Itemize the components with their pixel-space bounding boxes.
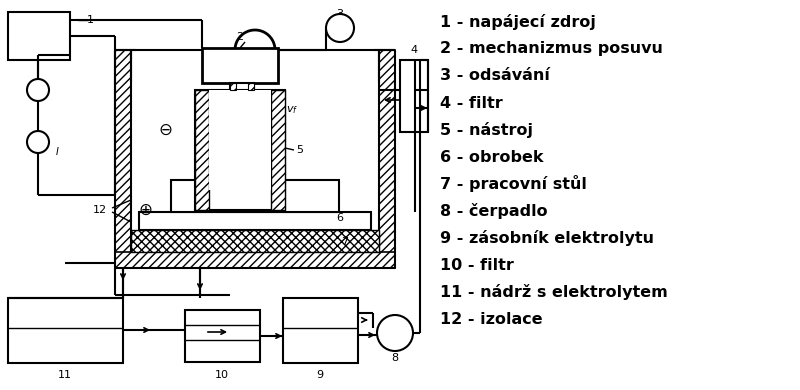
Circle shape <box>27 79 49 101</box>
Circle shape <box>326 14 354 42</box>
Text: 5 - nástroj: 5 - nástroj <box>440 122 533 138</box>
Bar <box>195 90 285 210</box>
Text: 12: 12 <box>93 205 107 215</box>
Circle shape <box>377 315 413 351</box>
Bar <box>271 90 285 210</box>
Bar <box>379 50 395 268</box>
Text: 3: 3 <box>337 9 343 19</box>
Text: U: U <box>34 85 42 95</box>
Bar <box>248 83 254 90</box>
Bar <box>400 60 428 132</box>
Text: 6 - obrobek: 6 - obrobek <box>440 149 543 165</box>
Text: 9: 9 <box>317 370 323 380</box>
Bar <box>115 252 395 268</box>
Text: 1: 1 <box>86 15 94 25</box>
Bar <box>139 212 371 230</box>
Text: 2: 2 <box>237 32 243 42</box>
Text: 12 - izolace: 12 - izolace <box>440 312 542 326</box>
Text: 8: 8 <box>391 353 398 363</box>
Text: ⊖: ⊖ <box>158 121 172 139</box>
Text: 2 - mechanizmus posuvu: 2 - mechanizmus posuvu <box>440 41 663 57</box>
Text: I: I <box>56 147 59 157</box>
Text: 8 - čerpadlo: 8 - čerpadlo <box>440 203 548 219</box>
Bar <box>230 83 254 90</box>
Text: 1 - napájecí zdroj: 1 - napájecí zdroj <box>440 14 596 30</box>
Text: 4: 4 <box>410 45 418 55</box>
Bar <box>8 298 123 363</box>
Bar <box>8 12 70 60</box>
Text: 7: 7 <box>342 237 349 247</box>
Text: 3 - odsávání: 3 - odsávání <box>440 69 550 83</box>
Bar <box>115 50 131 268</box>
Bar <box>131 230 379 252</box>
Text: 9 - zásobník elektrolytu: 9 - zásobník elektrolytu <box>440 230 654 246</box>
Text: 11 - nádrž s elektrolytem: 11 - nádrž s elektrolytem <box>440 284 668 300</box>
Text: $v_f$: $v_f$ <box>286 104 298 116</box>
Text: 11: 11 <box>58 370 72 380</box>
Bar <box>202 48 278 83</box>
Text: ⊕: ⊕ <box>138 201 152 219</box>
Text: I: I <box>37 137 39 147</box>
Text: 10: 10 <box>215 370 229 380</box>
Bar <box>185 310 260 362</box>
Text: 6: 6 <box>337 213 343 223</box>
Bar <box>171 180 339 212</box>
Bar <box>209 90 271 190</box>
Bar <box>283 298 358 363</box>
Text: 10 - filtr: 10 - filtr <box>440 257 514 273</box>
Circle shape <box>27 131 49 153</box>
Text: 7 - pracovní stůl: 7 - pracovní stůl <box>440 176 587 193</box>
Text: 5: 5 <box>297 145 303 155</box>
Bar <box>195 90 209 210</box>
Text: 4 - filtr: 4 - filtr <box>440 96 502 110</box>
Bar <box>230 83 236 90</box>
